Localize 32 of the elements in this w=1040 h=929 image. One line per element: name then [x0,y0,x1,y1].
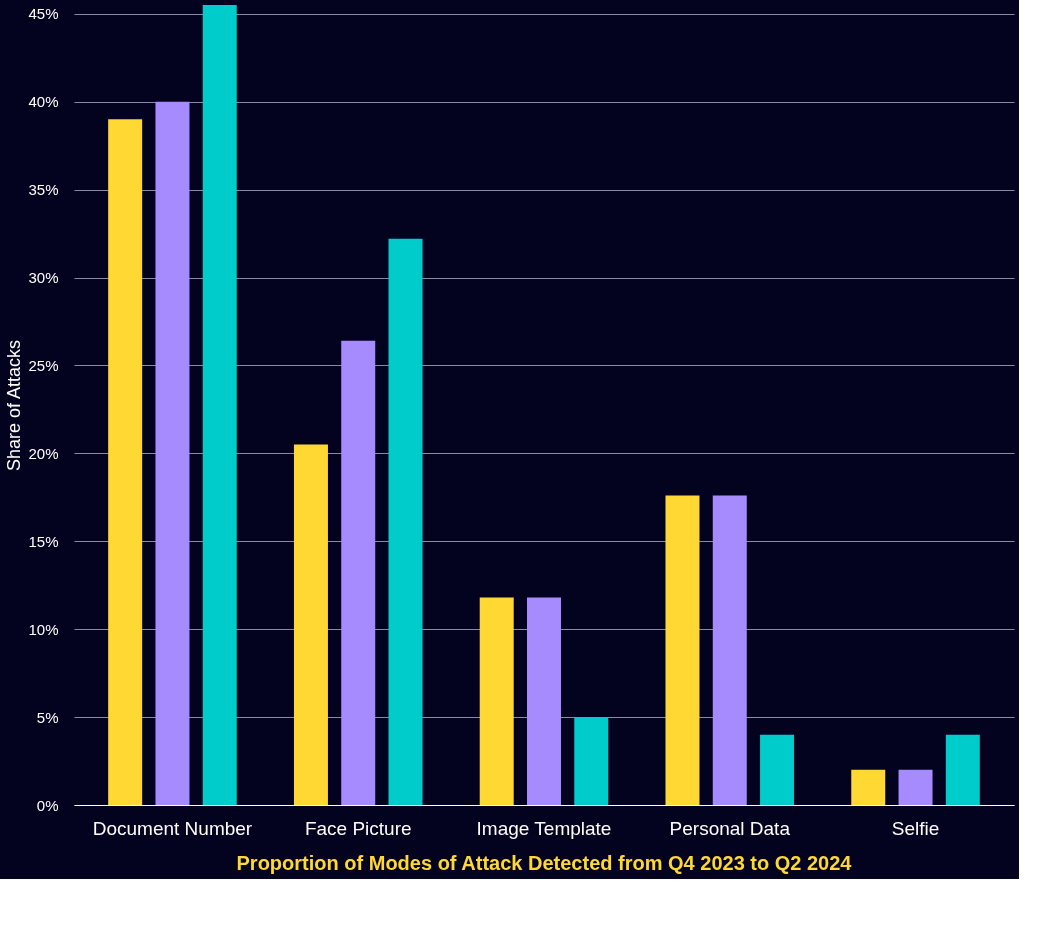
bar [574,717,609,805]
y-tick-label: 15% [28,532,59,550]
bar [851,769,886,805]
x-tick-label: Document Number [92,817,253,839]
bar [108,119,143,805]
y-tick-label: 30% [28,269,59,287]
y-tick-label: 0% [36,796,59,814]
x-tick-label: Face Picture [304,817,412,839]
y-tick-label: 5% [36,708,59,726]
y-tick-label: 25% [28,356,59,374]
y-tick-label: 10% [28,620,59,638]
x-tick-label: Personal Data [669,817,791,839]
bar [898,769,933,805]
y-tick-label: 45% [28,5,59,23]
bar [479,597,514,805]
bar [527,597,561,805]
bar [341,340,376,805]
bar [665,495,700,805]
bar [712,495,747,805]
x-tick-label: Selfie [891,817,940,839]
bar [202,5,237,805]
y-tick-label: 35% [28,181,59,199]
bar [760,734,795,805]
bar [945,734,980,805]
bar [155,101,190,805]
x-tick-label: Image Template [476,817,612,839]
y-tick-label: 20% [28,444,59,462]
y-tick-label: 40% [28,93,59,111]
bar [388,238,423,805]
bar [293,444,328,805]
text: Proportion of Modes of Attack Detected from Q4 2023 to Q2 2024 [236,852,853,874]
y-axis-title: Share of Attacks [4,339,25,472]
